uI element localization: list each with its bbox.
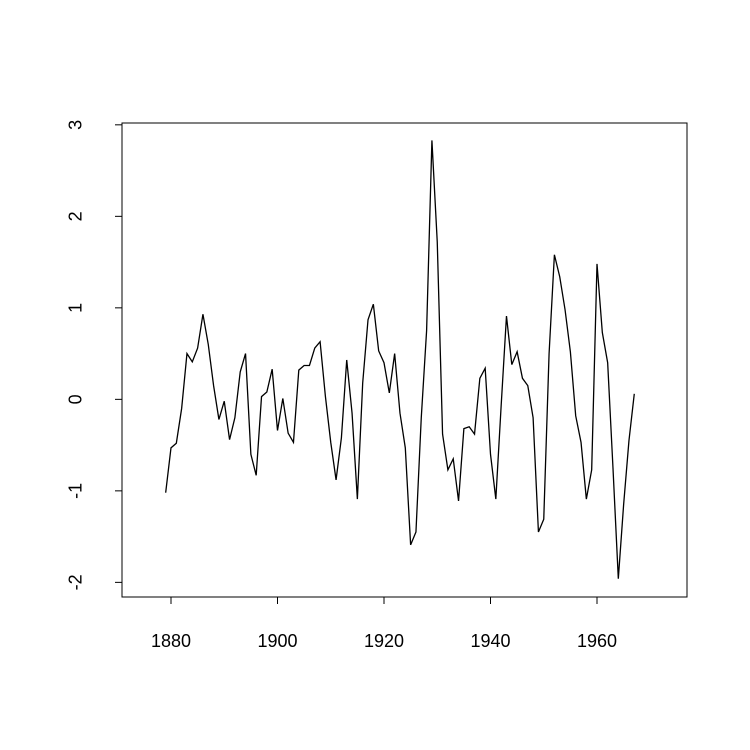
x-tick-label: 1900 <box>257 631 297 651</box>
series-line <box>165 140 635 579</box>
y-tick-label: 1 <box>66 303 86 313</box>
y-tick-label: -1 <box>66 483 86 499</box>
plot-frame <box>121 122 688 598</box>
x-tick-label: 1960 <box>577 631 617 651</box>
y-tick-label: 2 <box>66 211 86 221</box>
y-tick-label: -2 <box>66 574 86 590</box>
x-tick-label: 1940 <box>470 631 510 651</box>
y-tick-label: 3 <box>66 120 86 130</box>
x-tick-label: 1880 <box>151 631 191 651</box>
y-tick-label: 0 <box>66 394 86 404</box>
x-tick-label: 1920 <box>364 631 404 651</box>
